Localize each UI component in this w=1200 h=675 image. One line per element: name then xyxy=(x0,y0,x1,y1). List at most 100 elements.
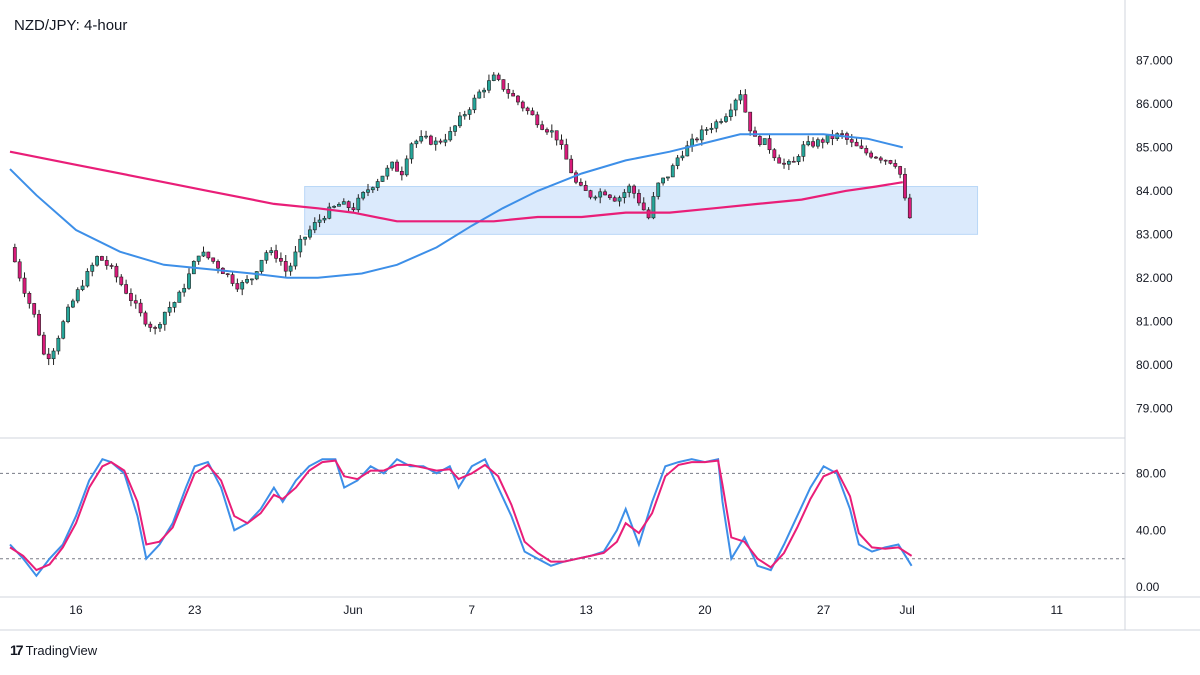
candle-down xyxy=(646,209,651,219)
candle-up xyxy=(317,219,322,223)
candle-down xyxy=(772,149,777,159)
time-axis[interactable]: 16 23 Jun 7 13 20 27 Jul 11 xyxy=(69,603,1063,617)
price-tick-label: 80.000 xyxy=(1136,358,1173,372)
candle-up xyxy=(177,291,182,303)
candle-up xyxy=(385,167,390,177)
candle-down xyxy=(777,157,782,164)
candle-up xyxy=(728,109,733,117)
candle-up xyxy=(593,196,598,199)
candle-down xyxy=(511,93,516,97)
candle-up xyxy=(288,265,293,272)
candle-down xyxy=(12,247,17,263)
candle-up xyxy=(158,323,162,329)
candle-down xyxy=(854,141,859,147)
candle-up xyxy=(661,177,665,184)
candle-up xyxy=(733,99,738,111)
candle-up xyxy=(709,127,714,130)
candle-up xyxy=(724,116,728,122)
candle-up xyxy=(448,131,453,141)
candle-down xyxy=(119,276,124,285)
candle-down xyxy=(230,274,235,284)
stochastic-pane[interactable]: 80.00 40.00 0.00 xyxy=(0,457,1166,594)
candle-up xyxy=(85,271,90,287)
stochastic-k-line xyxy=(9,457,913,578)
candle-down xyxy=(346,201,351,208)
candle-down xyxy=(883,159,888,162)
time-tick-label: 7 xyxy=(468,603,475,617)
stochastic-tick-label: 80.00 xyxy=(1136,466,1166,480)
candle-up xyxy=(66,306,70,322)
candle-down xyxy=(888,160,893,164)
candle-down xyxy=(37,313,41,336)
candle-down xyxy=(767,138,772,151)
candle-down xyxy=(506,89,511,94)
tradingview-brand[interactable]: 17 TradingView xyxy=(10,642,97,658)
candle-up xyxy=(419,136,424,142)
price-tick-label: 83.000 xyxy=(1136,227,1173,241)
candle-up xyxy=(312,222,317,231)
time-tick-label: 23 xyxy=(188,603,202,617)
candle-up xyxy=(762,138,767,145)
candle-down xyxy=(428,135,433,145)
candle-up xyxy=(487,80,491,91)
candle-down xyxy=(636,193,641,204)
candle-down xyxy=(607,194,612,199)
candle-up xyxy=(806,141,811,146)
price-tick-label: 82.000 xyxy=(1136,271,1173,285)
candle-up xyxy=(443,139,448,143)
candle-down xyxy=(583,185,588,191)
candle-up xyxy=(56,337,61,352)
candle-up xyxy=(458,115,462,127)
candle-down xyxy=(225,273,230,276)
candle-up xyxy=(453,125,457,132)
moving-average-slow-line xyxy=(9,150,903,223)
candle-down xyxy=(216,261,220,269)
candle-up xyxy=(167,306,172,313)
candle-down xyxy=(211,257,216,262)
candle-up xyxy=(298,238,303,253)
candle-up xyxy=(380,175,385,182)
time-tick-label: Jul xyxy=(899,603,914,617)
candle-down xyxy=(124,284,129,294)
candle-up xyxy=(719,121,724,123)
candle-down xyxy=(578,181,583,186)
price-pane[interactable]: 87.000 86.000 85.000 84.000 83.000 82.000 81.0… xyxy=(9,53,1173,415)
candle-up xyxy=(627,185,632,193)
candle-up xyxy=(341,201,346,205)
candle-down xyxy=(743,94,748,113)
candle-up xyxy=(162,311,167,325)
candle-down xyxy=(612,197,617,202)
time-tick-label: 27 xyxy=(817,603,831,617)
candle-up xyxy=(259,259,264,272)
moving-average-fast-line xyxy=(9,133,904,279)
candle-up xyxy=(617,197,622,202)
candle-up xyxy=(327,206,332,219)
candle-down xyxy=(22,277,27,294)
candle-down xyxy=(695,138,699,141)
candle-up xyxy=(680,155,685,159)
candle-down xyxy=(46,353,51,360)
candle-up xyxy=(467,109,472,115)
support-zone xyxy=(304,186,979,235)
candle-up xyxy=(738,94,743,101)
candle-up xyxy=(356,197,361,211)
candle-up xyxy=(322,217,327,221)
candle-up xyxy=(303,236,307,240)
time-tick-label: 11 xyxy=(1050,603,1063,617)
candle-up xyxy=(699,129,704,141)
candle-up xyxy=(51,350,56,360)
candle-up xyxy=(801,144,806,157)
candle-down xyxy=(279,258,283,262)
chart-title: NZD/JPY: 4-hour xyxy=(14,17,128,34)
candle-down xyxy=(782,162,786,165)
candle-up xyxy=(472,97,477,111)
candle-up xyxy=(786,160,791,165)
candle-up xyxy=(815,139,820,147)
candle-up xyxy=(308,229,312,238)
candle-down xyxy=(898,166,903,175)
candle-up xyxy=(187,273,191,289)
candle-up xyxy=(269,250,274,253)
brand-name: TradingView xyxy=(25,642,98,658)
candle-down xyxy=(351,207,356,211)
